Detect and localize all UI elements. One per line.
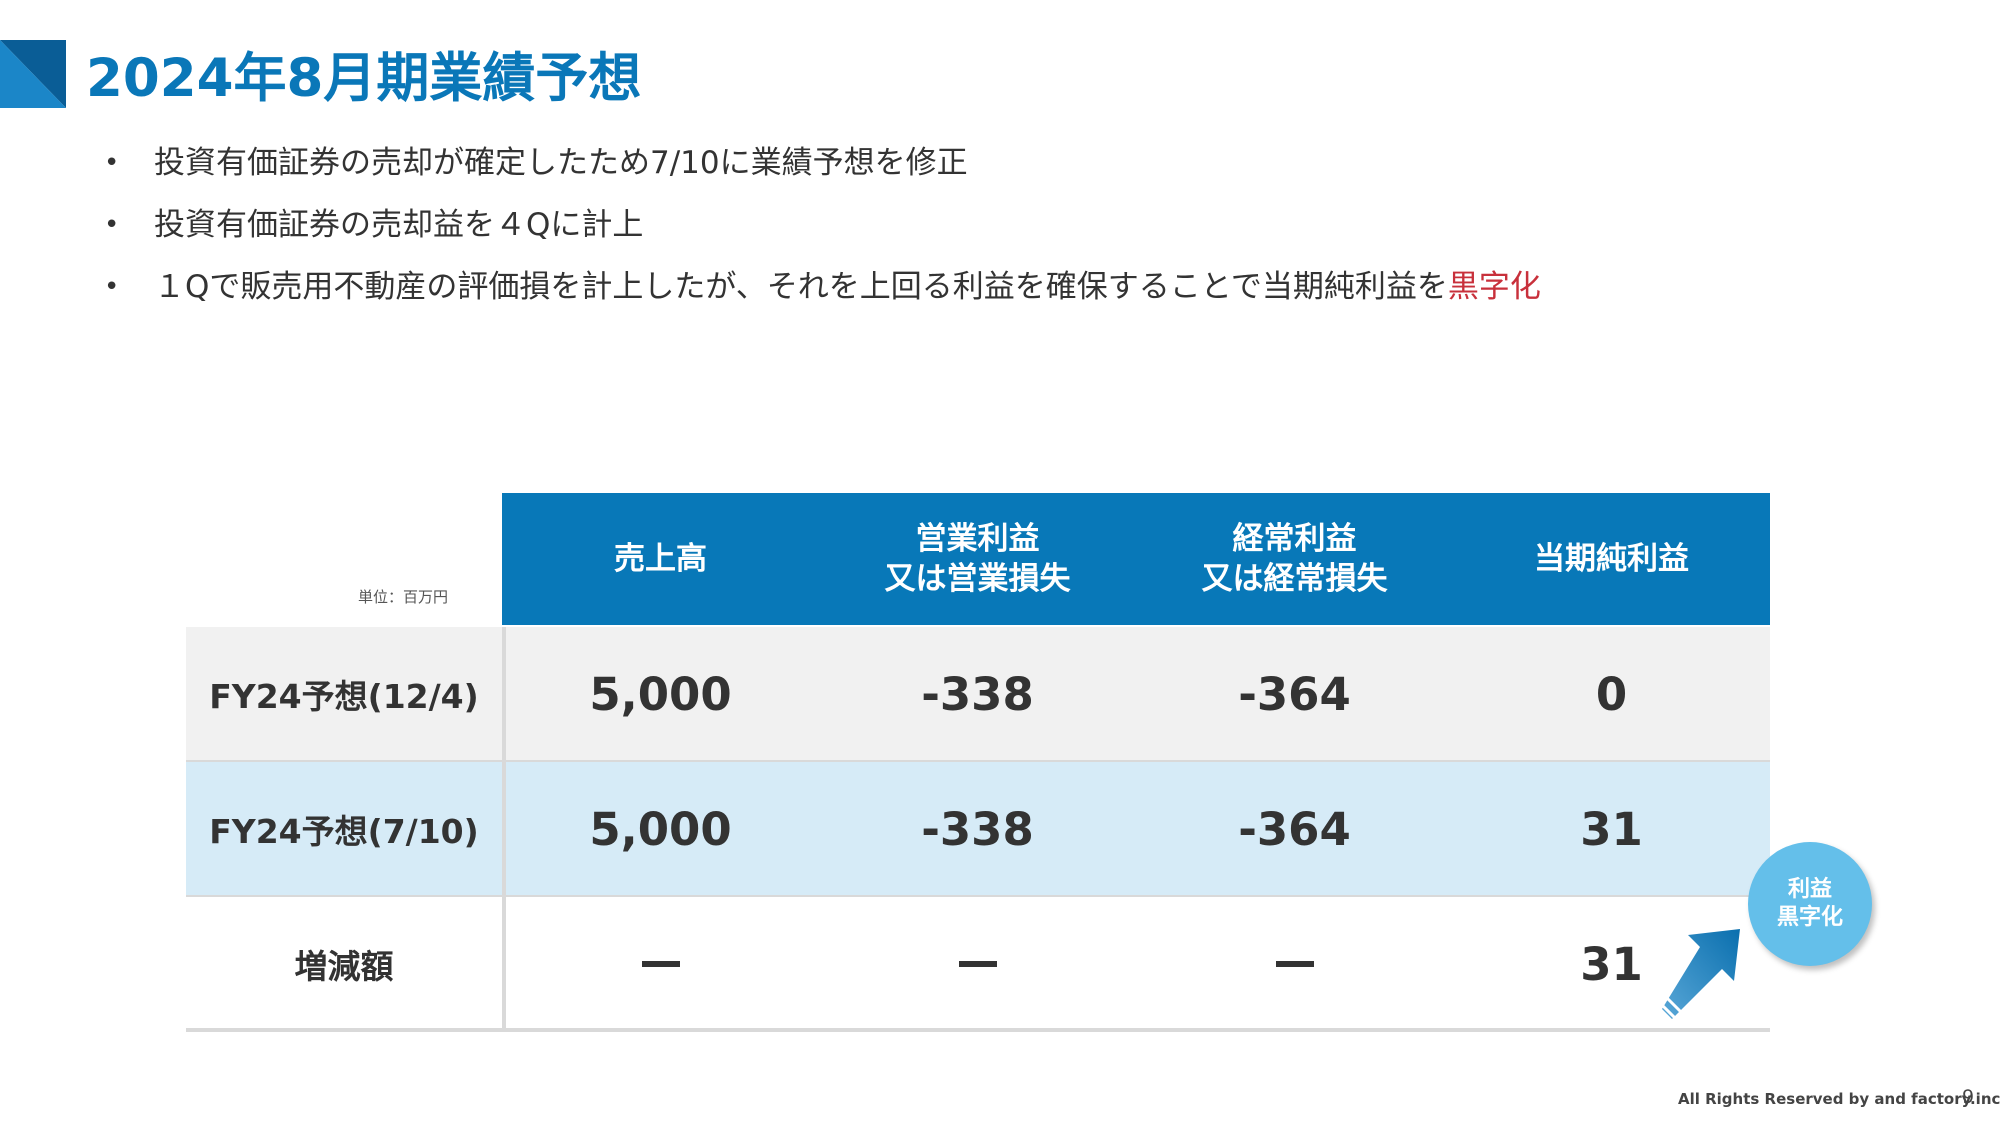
- unit-label: 単位：百万円: [358, 588, 449, 606]
- badge-line1: 利益: [1787, 877, 1832, 902]
- row-label: 増減額: [294, 947, 394, 986]
- table-row: FY24予想(7/10) 5,000 -338 -364 31: [186, 762, 1770, 896]
- header-line1: 経常利益: [1232, 521, 1357, 557]
- table-cell: -364: [1238, 802, 1351, 856]
- header-cell: 当期純利益: [1453, 493, 1770, 625]
- column-divider: [502, 897, 506, 1031]
- header-cell: 営業利益 又は営業損失: [819, 493, 1136, 625]
- table-row: 増減額 31: [186, 897, 1770, 1031]
- bullet-text: 投資有価証券の売却が確定したため7/10に業績予想を修正: [154, 145, 968, 181]
- dash-mark: [1275, 961, 1314, 967]
- row-divider: [186, 760, 1770, 762]
- table-cell-dash: [1136, 897, 1453, 1031]
- table-cell: -338: [921, 802, 1034, 856]
- table-cell: 5,000: [589, 667, 732, 721]
- row-label: FY24予想(7/10): [209, 812, 479, 851]
- column-divider: [502, 762, 506, 896]
- header-line1: 売上高: [614, 541, 707, 577]
- header-cell: 経常利益 又は経常損失: [1136, 493, 1453, 625]
- bullet-text: １Qで販売用不動産の評価損を計上したが、それを上回る利益を確保することで当期純利…: [154, 262, 1541, 312]
- table-row: FY24予想(12/4) 5,000 -338 -364 0: [186, 627, 1770, 761]
- header-line1: 当期純利益: [1534, 541, 1689, 577]
- table-cell: -338: [921, 667, 1034, 721]
- column-divider: [502, 627, 506, 761]
- bullet-dot-icon: •: [104, 272, 120, 302]
- header-line1: 営業利益: [915, 521, 1040, 557]
- bullet-dot-icon: •: [104, 148, 120, 178]
- table-cell: 31: [1580, 802, 1643, 856]
- table-cell-dash: [819, 897, 1136, 1031]
- page-number: 9: [1962, 1086, 1975, 1108]
- header-line2: 又は経常損失: [1201, 561, 1388, 597]
- table-cell-dash: [502, 897, 819, 1031]
- header-cell: 売上高: [502, 493, 819, 625]
- up-right-arrow-icon: [1658, 929, 1740, 1021]
- copyright-footer: All Rights Reserved by and factory.inc: [1678, 1090, 2000, 1108]
- bullet-highlight: 黒字化: [1447, 269, 1541, 305]
- table-bottom-border: [186, 1028, 1770, 1032]
- badge-line2: 黒字化: [1776, 905, 1843, 930]
- header-line2: 又は営業損失: [884, 561, 1071, 597]
- table-header: 売上高 営業利益 又は営業損失 経常利益 又は経常損失 当期純利益: [502, 493, 1770, 625]
- row-label: FY24予想(12/4): [209, 677, 479, 716]
- dash-mark: [641, 961, 680, 967]
- table-cell: -364: [1238, 667, 1351, 721]
- dash-mark: [958, 961, 997, 967]
- table-cell: 31: [1580, 937, 1643, 991]
- title-accent-triangle-icon: [0, 40, 66, 108]
- page-title: 2024年8月期業績予想: [86, 48, 642, 109]
- row-divider: [186, 895, 1770, 897]
- table-cell: 0: [1595, 667, 1628, 721]
- bullet-dot-icon: •: [104, 210, 120, 240]
- bullet-text: 投資有価証券の売却益を４Qに計上: [154, 207, 644, 243]
- table-cell: 5,000: [589, 802, 732, 856]
- profit-badge: 利益 黒字化: [1748, 842, 1872, 966]
- bullet-text-main: １Qで販売用不動産の評価損を計上したが、それを上回る利益を確保することで当期純利…: [154, 269, 1448, 305]
